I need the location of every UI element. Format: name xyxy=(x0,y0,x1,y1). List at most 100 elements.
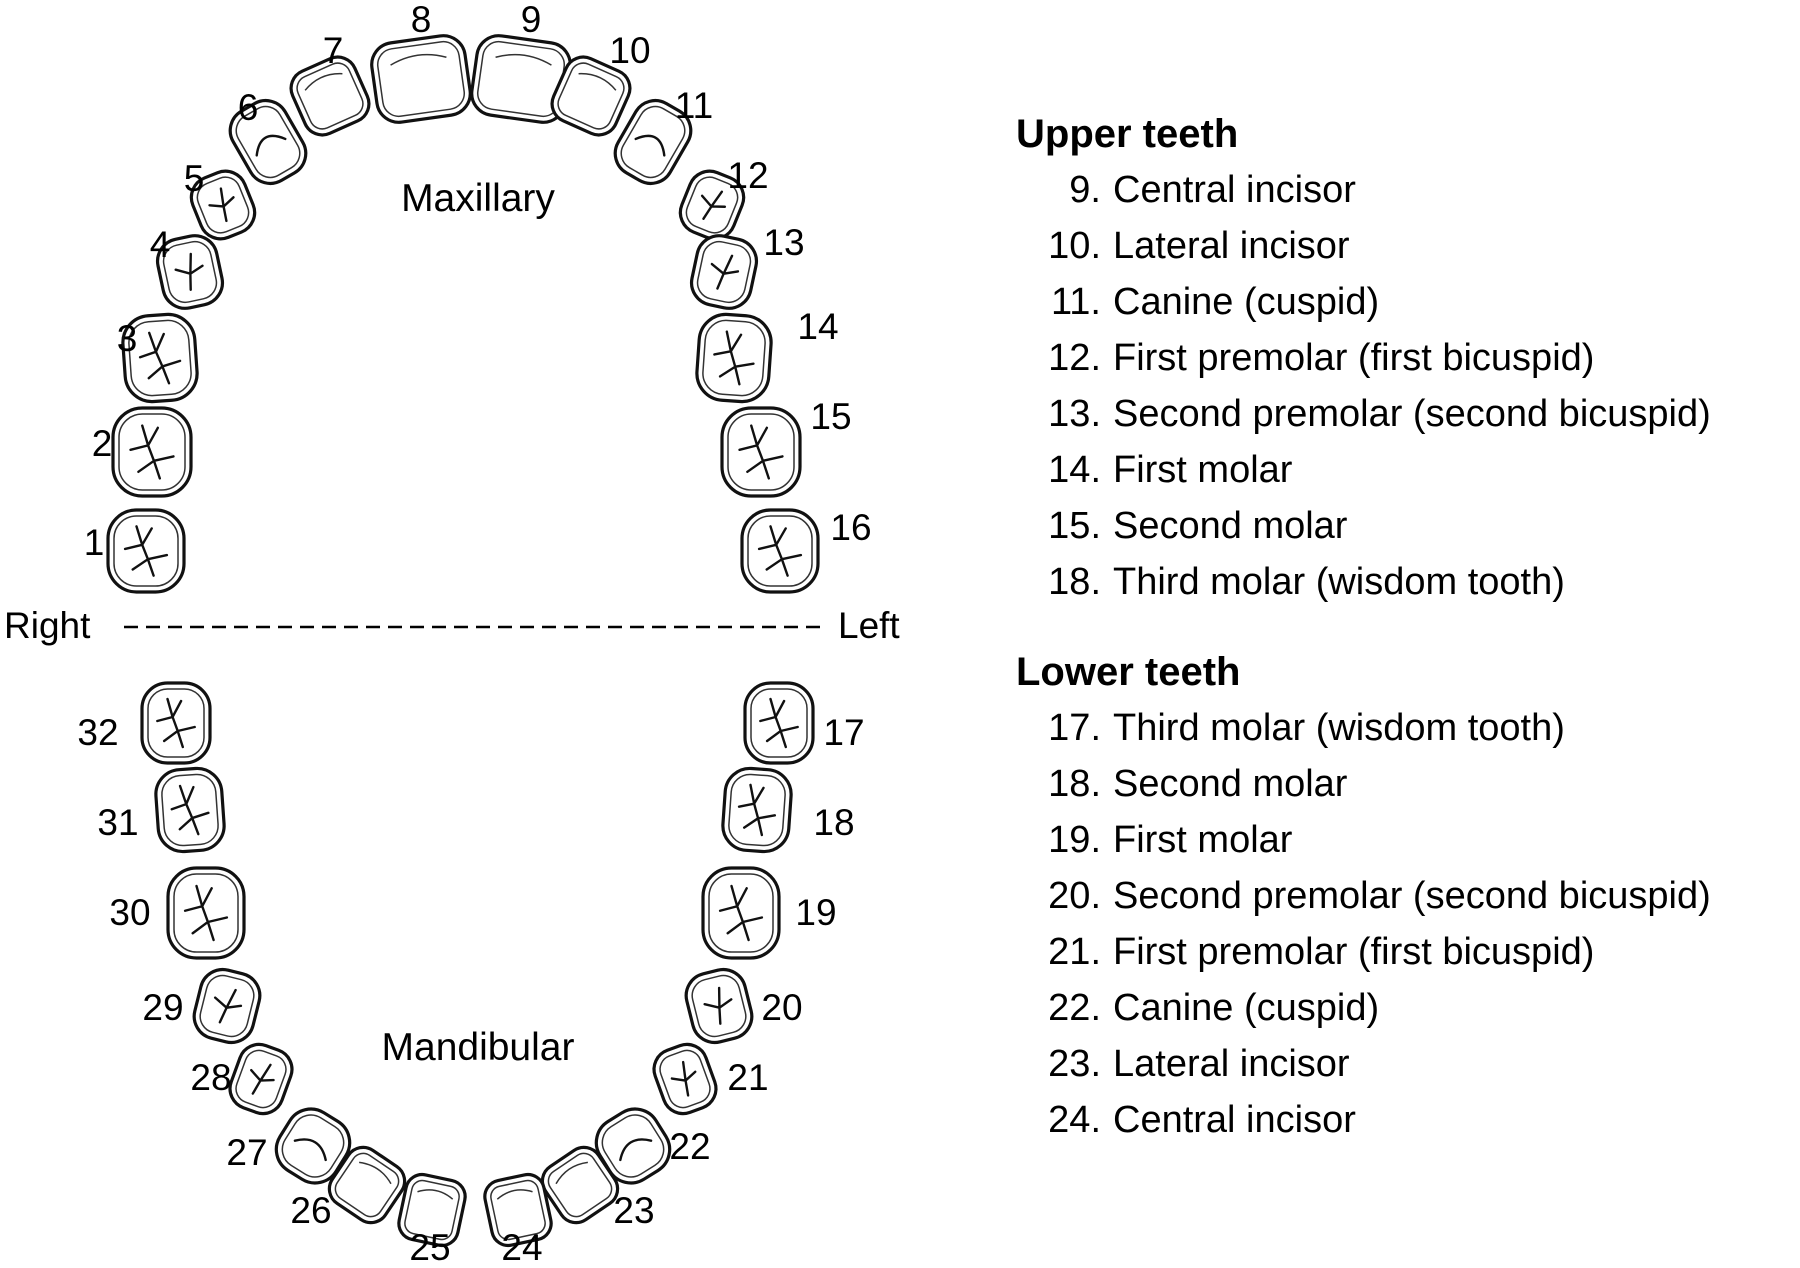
tooth-7 xyxy=(289,55,371,137)
tooth-8 xyxy=(370,34,472,124)
tooth-number-label: 15 xyxy=(810,396,851,437)
legend-item-label: Third molar (wisdom tooth) xyxy=(1113,561,1565,603)
tooth-fissure xyxy=(183,884,229,942)
tooth-crown-inner xyxy=(334,1152,400,1218)
legend-item-label: Central incisor xyxy=(1113,169,1356,211)
right-side-label: Right xyxy=(4,605,91,646)
tooth-number-label: 3 xyxy=(117,318,138,359)
incisal-edge xyxy=(578,72,617,91)
maxillary-label: Maxillary xyxy=(401,177,555,220)
tooth-crown-inner xyxy=(490,1179,546,1241)
tooth-number-label: 7 xyxy=(323,30,344,71)
tooth-crown-inner xyxy=(620,105,686,179)
tooth-crown-inner xyxy=(118,413,186,491)
tooth-31 xyxy=(154,766,226,854)
tooth-number-label: 19 xyxy=(795,892,836,933)
tooth-outline xyxy=(397,1172,467,1248)
tooth-outline xyxy=(695,312,773,404)
tooth-number-label: 12 xyxy=(727,155,768,196)
legend-item-number: 24. xyxy=(1048,1099,1101,1141)
tooth-fissure xyxy=(293,1138,327,1162)
legend-item: 20. Second premolar (second bicuspid) xyxy=(1016,868,1800,924)
tooth-number-label: 30 xyxy=(109,892,150,933)
tooth-crown-inner xyxy=(747,515,813,587)
tooth-15 xyxy=(720,406,802,498)
tooth-32 xyxy=(140,681,212,765)
tooth-24 xyxy=(483,1172,553,1248)
tooth-crown-inner xyxy=(235,105,301,179)
tooth-fissure xyxy=(619,1138,653,1162)
legend-item-number: 18. xyxy=(1048,561,1101,603)
incisal-edge xyxy=(359,1161,392,1185)
tooth-number-label: 5 xyxy=(184,158,205,199)
tooth-fissure xyxy=(138,331,182,385)
tooth-number-label: 1 xyxy=(84,522,105,563)
legend-item: 14. First molar xyxy=(1016,442,1800,498)
incisal-edge xyxy=(496,1189,533,1200)
tooth-outline xyxy=(111,406,193,498)
tooth-6 xyxy=(228,98,308,186)
tooth-12 xyxy=(678,169,746,241)
tooth-fissure xyxy=(710,254,740,290)
tooth-number-label: 23 xyxy=(613,1190,654,1231)
tooth-number-label: 20 xyxy=(761,987,802,1028)
tooth-crown-inner xyxy=(196,176,250,234)
tooth-21 xyxy=(652,1042,718,1116)
tooth-outline xyxy=(613,98,693,186)
legend-item: 17. Third molar (wisdom tooth) xyxy=(1016,700,1800,756)
tooth-crown-inner xyxy=(728,773,786,847)
legend-item: 15. Second molar xyxy=(1016,498,1800,554)
tooth-crown-inner xyxy=(750,688,808,758)
tooth-number-label: 17 xyxy=(823,712,864,753)
tooth-outline xyxy=(166,866,246,960)
tooth-number-label: 9 xyxy=(521,0,542,40)
tooth-crown-inner xyxy=(727,413,795,491)
tooth-crown-inner xyxy=(708,873,774,953)
tooth-number-label: 29 xyxy=(142,987,183,1028)
tooth-number-label: 31 xyxy=(97,802,138,843)
tooth-crown-inner xyxy=(162,240,218,304)
tooth-outline xyxy=(740,508,820,594)
tooth-fissure xyxy=(703,986,733,1025)
tooth-number-label: 26 xyxy=(290,1190,331,1231)
tooth-crown-inner xyxy=(173,873,239,953)
tooth-crown-inner xyxy=(404,1179,460,1241)
upper-teeth-title: Upper teeth xyxy=(1016,112,1239,156)
legend-item-number: 11. xyxy=(1050,281,1101,323)
legend-item: 10. Lateral incisor xyxy=(1016,218,1800,274)
legend-item-number: 20. xyxy=(1048,875,1101,917)
tooth-outline xyxy=(483,1172,553,1248)
tooth-crown-inner xyxy=(691,974,747,1038)
tooth-5 xyxy=(189,169,257,241)
dental-arch-diagram: Maxillary Mandibular Right Left 12345678… xyxy=(4,0,900,1268)
tooth-19 xyxy=(701,866,781,960)
tooth-18 xyxy=(721,766,793,854)
legend-item: 18. Third molar (wisdom tooth) xyxy=(1016,554,1800,610)
tooth-number-label: 21 xyxy=(727,1057,768,1098)
tooth-fissure xyxy=(700,190,727,220)
legend-item-label: First premolar (first bicuspid) xyxy=(1113,337,1595,379)
tooth-number-label: 8 xyxy=(411,0,432,40)
tooth-crown-inner xyxy=(685,176,739,234)
upper-teeth-legend: Upper teeth 9. Central incisor 10. Lateral… xyxy=(1016,106,1800,610)
legend-item-label: First molar xyxy=(1113,819,1293,861)
legend-item: 23. Lateral incisor xyxy=(1016,1036,1800,1092)
tooth-crown-inner xyxy=(199,974,255,1038)
tooth-20 xyxy=(684,967,754,1045)
tooth-27 xyxy=(274,1107,352,1185)
tooth-22 xyxy=(594,1107,672,1185)
tooth-30 xyxy=(166,866,246,960)
tooth-fissure xyxy=(737,783,777,837)
tooth-number-label: 25 xyxy=(409,1227,450,1268)
tooth-outline xyxy=(121,312,199,404)
tooth-fissure xyxy=(757,525,803,577)
legend-item-label: Central incisor xyxy=(1113,1099,1356,1141)
tooth-crown-inner xyxy=(161,773,219,847)
tooth-crown-inner xyxy=(601,1114,665,1178)
incisal-edge xyxy=(390,53,447,66)
tooth-outline xyxy=(370,34,472,124)
legend-item: 9. Central incisor xyxy=(1016,162,1800,218)
incisal-edge xyxy=(304,72,343,91)
tooth-outline xyxy=(720,406,802,498)
